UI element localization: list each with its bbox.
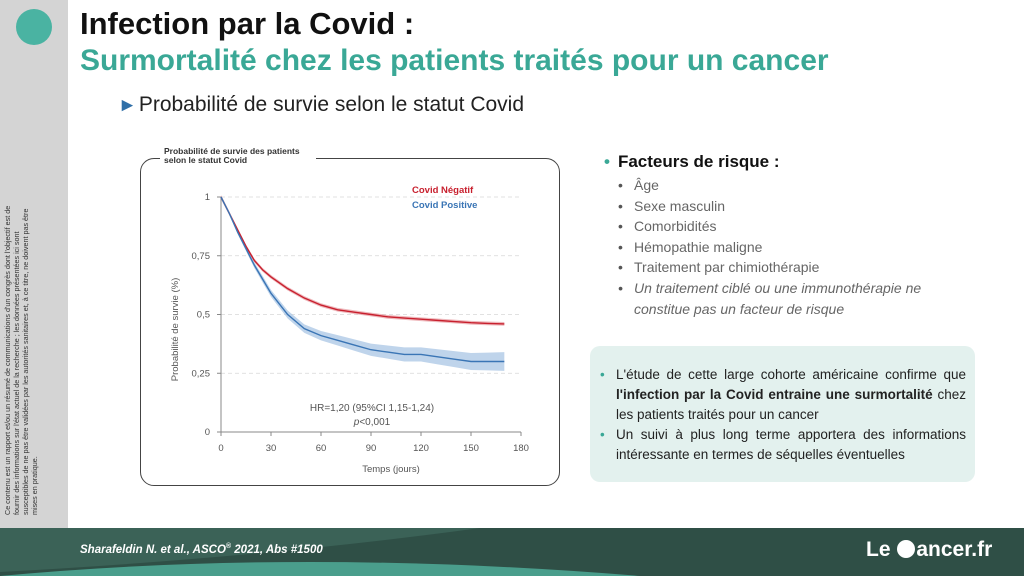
conclusion-text-post: chez les patients traités pour un cancer <box>616 387 966 422</box>
x-tick-label: 30 <box>266 443 277 454</box>
risk-factor-item: Sexe masculin <box>618 196 948 217</box>
conclusion-text-pre: L'étude de cette large cohorte américain… <box>616 367 966 382</box>
section-bullet: ►Probabilité de survie selon le statut C… <box>118 93 524 117</box>
x-axis-label: Temps (jours) <box>362 464 420 475</box>
citation-text: Sharafeldin N. et al., ASCO <box>80 543 226 556</box>
legend-entry: Covid Positive <box>412 200 477 211</box>
confidence-band-1 <box>221 197 505 371</box>
y-tick-label: 0,75 <box>192 251 211 262</box>
risk-factors-heading-label: Facteurs de risque : <box>617 152 780 171</box>
hr-annotation: HR=1,20 (95%CI 1,15-1,24) <box>310 403 434 414</box>
risk-factors-heading: • Facteurs de risque : <box>604 152 780 172</box>
x-tick-label: 150 <box>463 443 479 454</box>
x-tick-label: 120 <box>413 443 429 454</box>
y-tick-label: 0,25 <box>192 368 211 379</box>
left-sidebar-strip <box>0 0 68 530</box>
conclusion-text-bold: l'infection par la Covid entraine une su… <box>616 387 933 402</box>
p-symbol: p <box>353 417 360 428</box>
risk-factor-item: Hémopathie maligne <box>618 237 948 258</box>
p-value: <0,001 <box>359 417 390 428</box>
slide-subtitle: Surmortalité chez les patients traités p… <box>80 44 829 77</box>
footer-swoosh <box>0 528 640 576</box>
risk-factors-list: Âge Sexe masculin Comorbidités Hémopathi… <box>618 175 948 319</box>
p-value-annotation: p<0,001 <box>353 417 391 428</box>
x-tick-label: 90 <box>366 443 377 454</box>
conclusion-item: L'étude de cette large cohorte américain… <box>600 365 966 425</box>
x-tick-label: 180 <box>513 443 529 454</box>
y-tick-label: 0,5 <box>197 310 210 321</box>
series-line-1 <box>220 196 505 363</box>
x-tick-label: 60 <box>316 443 327 454</box>
conclusion-item: Un suivi à plus long terme apportera des… <box>600 425 966 465</box>
teal-circle-badge <box>16 9 52 45</box>
citation-text-post: 2021, Abs #1500 <box>231 543 323 556</box>
bullet-dot-icon: • <box>604 152 610 171</box>
slide-title: Infection par la Covid : <box>80 6 415 41</box>
citation-registered: ® <box>225 543 232 550</box>
risk-factor-item: Traitement par chimiothérapie <box>618 257 948 278</box>
confidence-band-0 <box>221 195 505 326</box>
footer-citation: Sharafeldin N. et al., ASCO® 2021, Abs #… <box>80 543 323 556</box>
logo-text-right: ancer.fr <box>916 538 993 561</box>
logo-c-circle <box>897 540 916 558</box>
triangle-bullet-icon: ► <box>118 95 137 116</box>
chart-title: Probabilité de survie des patients selon… <box>160 147 316 165</box>
risk-factor-item: Comorbidités <box>618 216 948 237</box>
legend-entry: Covid Négatif <box>412 185 474 196</box>
y-tick-label: 1 <box>205 192 210 203</box>
footer-bar <box>0 528 1024 576</box>
le-cancer-logo: Le ancer.fr <box>866 538 992 562</box>
section-bullet-label: Probabilité de survie selon le statut Co… <box>138 93 525 116</box>
y-tick-label: 0 <box>205 427 210 438</box>
series-line-0 <box>220 196 505 325</box>
risk-factor-note: Un traitement ciblé ou une immunothérapi… <box>618 278 948 319</box>
conclusion-list: L'étude de cette large cohorte américain… <box>600 365 966 465</box>
x-tick-label: 0 <box>218 443 223 454</box>
y-axis-label: Probabilité de survie (%) <box>170 278 181 382</box>
risk-factor-item: Âge <box>618 175 948 196</box>
logo-text-left: Le <box>866 538 891 561</box>
